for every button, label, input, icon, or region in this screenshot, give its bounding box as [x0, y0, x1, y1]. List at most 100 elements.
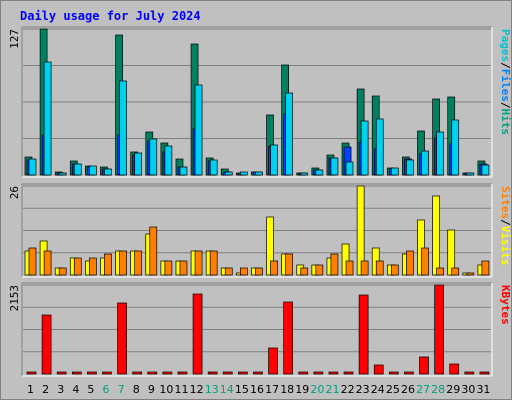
- top-series-label-part: Hits: [499, 109, 512, 136]
- day-label: 24: [371, 383, 385, 396]
- day-label: 16: [250, 383, 264, 396]
- middle-bar-visits: [341, 243, 350, 276]
- top-ymax-label: 127: [8, 29, 21, 49]
- top-bar-pages: [406, 159, 414, 176]
- day-label: 1: [27, 383, 34, 396]
- middle-bar-sites: [104, 253, 112, 276]
- day-label: 30: [461, 383, 475, 396]
- top-bar-pages: [194, 84, 203, 176]
- bottom-bar-kbytes: [192, 293, 203, 375]
- middle-bar-sites: [179, 260, 188, 276]
- bottom-bar-kbytes: [328, 371, 339, 375]
- bottom-bar-kbytes: [419, 356, 429, 375]
- day-label: 14: [220, 383, 234, 396]
- middle-bar-sites: [73, 257, 82, 276]
- day-label: 11: [175, 383, 189, 396]
- middle-bar-sites: [255, 267, 263, 276]
- day-label: 2: [42, 383, 49, 396]
- bottom-bar-kbytes: [102, 371, 112, 375]
- top-bar-pages: [481, 164, 490, 176]
- top-bar-pages: [421, 150, 429, 176]
- middle-bar-visits: [356, 185, 365, 276]
- middle-bar-sites: [194, 250, 203, 276]
- day-label: 6: [103, 383, 110, 396]
- top-bar-pages: [240, 171, 248, 176]
- middle-bar-sites: [390, 264, 399, 276]
- bottom-bar-kbytes: [373, 364, 384, 375]
- day-label: 31: [476, 383, 490, 396]
- top-bar-pages: [28, 158, 37, 176]
- middle-series-label-part: Visits: [499, 226, 512, 266]
- day-label: 5: [87, 383, 94, 396]
- top-bar-pages: [73, 163, 82, 176]
- day-label: 3: [57, 383, 64, 396]
- top-bar-pages: [89, 165, 97, 176]
- day-label: 8: [133, 383, 140, 396]
- day-label: 15: [235, 383, 249, 396]
- bottom-bar-kbytes: [56, 371, 67, 375]
- top-bar-pages: [119, 80, 127, 176]
- top-series-label-part: Files: [499, 69, 512, 102]
- top-bar-pages: [209, 159, 218, 176]
- middle-bar-sites: [134, 250, 143, 276]
- bottom-bar-kbytes: [147, 371, 158, 375]
- bottom-bar-kbytes: [117, 302, 127, 375]
- day-label: 4: [72, 383, 79, 396]
- bottom-bar-kbytes: [222, 371, 233, 375]
- middle-bar-sites: [345, 260, 354, 276]
- middle-series-label: Sites/Visits: [499, 186, 512, 266]
- bottom-bar-kbytes: [238, 371, 248, 375]
- middle-bar-sites: [466, 272, 475, 276]
- bottom-bar-kbytes: [268, 347, 278, 375]
- top-bar-pages: [58, 172, 67, 176]
- bottom-bar-kbytes: [253, 371, 263, 375]
- top-bar-pages: [255, 171, 263, 176]
- middle-bar-sites: [481, 260, 490, 276]
- bottom-bar-kbytes: [41, 314, 52, 375]
- day-label: 17: [265, 383, 279, 396]
- top-bar-pages: [179, 166, 188, 176]
- bottom-bar-kbytes: [207, 371, 218, 375]
- top-bar-pages: [390, 167, 399, 176]
- top-bar-pages: [270, 144, 278, 176]
- middle-bar-sites: [119, 250, 127, 276]
- bottom-bar-kbytes: [464, 371, 475, 375]
- top-bar-pages: [345, 161, 354, 176]
- top-bar-pages: [451, 119, 460, 176]
- middle-bar-sites: [300, 267, 309, 276]
- bottom-bar-kbytes: [132, 371, 143, 375]
- bottom-bar-kbytes: [298, 371, 309, 375]
- bottom-bar-kbytes: [343, 371, 354, 375]
- middle-bar-visits: [447, 229, 456, 276]
- bottom-bar-kbytes: [162, 371, 173, 375]
- bottom-ymax-label: 2153: [8, 285, 21, 312]
- day-label: 12: [190, 383, 204, 396]
- top-bar-pages: [436, 131, 444, 176]
- top-bar-pages: [375, 118, 384, 176]
- top-bar-pages: [285, 92, 293, 176]
- middle-bar-sites: [315, 264, 324, 276]
- middle-bar-sites: [375, 260, 384, 276]
- day-label: 27: [416, 383, 430, 396]
- middle-bar-sites: [451, 267, 460, 276]
- day-label: 13: [205, 383, 219, 396]
- middle-ymax-label: 26: [8, 186, 21, 199]
- top-bar-pages: [300, 172, 309, 176]
- middle-series-label-part: Sites: [499, 186, 512, 219]
- bottom-bar-kbytes: [479, 371, 490, 375]
- bottom-bar-kbytes: [71, 371, 82, 375]
- day-label: 20: [310, 383, 324, 396]
- top-bar-pages: [466, 172, 475, 176]
- bottom-bar-kbytes: [177, 371, 188, 375]
- day-label: 18: [280, 383, 294, 396]
- bottom-bar-kbytes: [283, 301, 293, 375]
- day-label: 25: [386, 383, 400, 396]
- middle-bar-sites: [58, 267, 67, 276]
- middle-bar-visits: [432, 195, 440, 276]
- day-label: 26: [401, 383, 415, 396]
- middle-bar-sites: [149, 226, 158, 276]
- middle-bar-sites: [164, 260, 173, 276]
- top-series-label: Pages/Files/Hits: [499, 29, 512, 135]
